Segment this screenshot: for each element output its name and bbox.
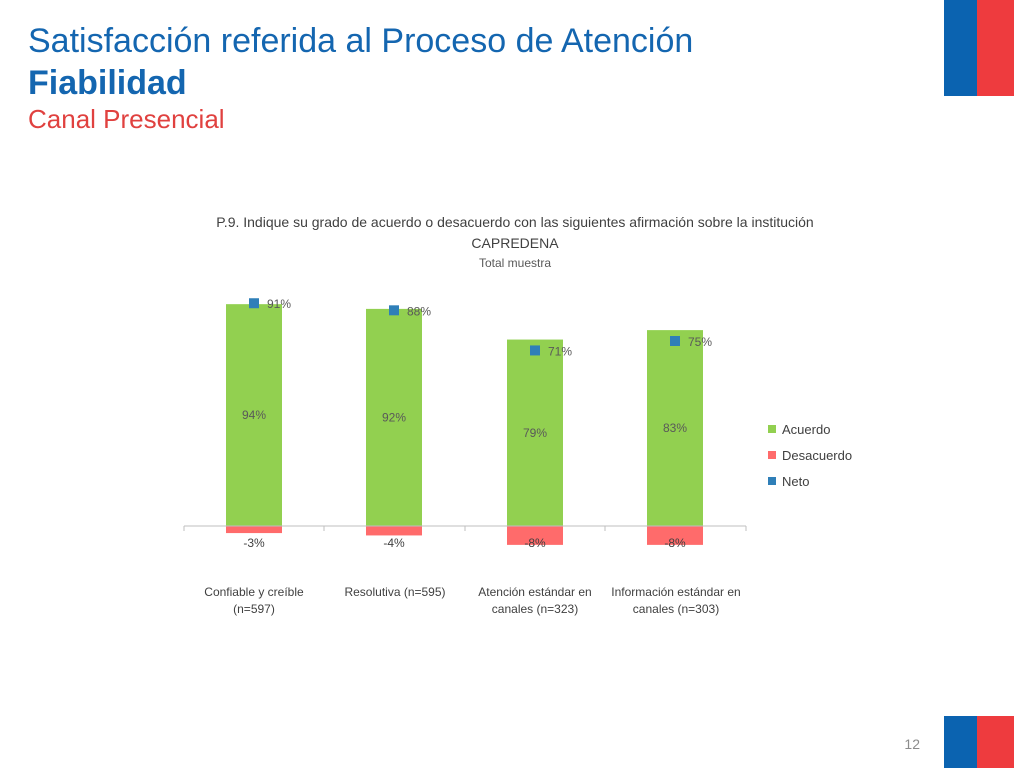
label-acuerdo: 92% [382,410,406,424]
slide-title: Satisfacción referida al Proceso de Aten… [28,22,694,60]
legend-swatch-acuerdo [768,425,776,433]
bar-desacuerdo [647,526,703,545]
chart-title: P.9. Indique su grado de acuerdo o desac… [216,214,814,251]
page-number: 12 [904,736,920,752]
marker-neto [389,305,399,316]
chart-legend: Acuerdo Desacuerdo Neto [768,416,852,494]
bar-desacuerdo [226,526,282,534]
label-neto: 88% [407,304,431,318]
label-acuerdo: 79% [523,426,547,440]
label-acuerdo: 94% [242,408,266,422]
category-label: Resolutiva (n=595) [344,585,446,599]
legend-item-desacuerdo: Desacuerdo [768,442,852,468]
label-neto: 91% [267,297,291,311]
label-neto: 71% [548,344,572,358]
marker-neto [530,345,540,356]
legend-swatch-neto [768,477,776,485]
category-label: Confiable y creíble (n=597) [204,585,304,616]
label-acuerdo: 83% [663,421,687,435]
category-label: Información estándar en canales (n=303) [611,585,741,616]
bar-desacuerdo [507,526,563,545]
bar-acuerdo [366,308,422,526]
flag-decoration-top [944,0,1014,96]
legend-label-desacuerdo: Desacuerdo [782,447,853,463]
label-desacuerdo: -3% [243,536,265,550]
label-neto: 75% [688,335,712,349]
legend-item-neto: Neto [768,468,852,494]
label-desacuerdo: -4% [383,536,405,550]
label-desacuerdo: -8% [664,536,686,550]
legend-label-neto: Neto [782,473,810,489]
category-label: Atención estándar en canales (n=323) [478,585,592,616]
marker-neto [249,298,259,309]
bar-acuerdo [647,330,703,526]
slide-subtitle: Fiabilidad [28,64,187,102]
bar-acuerdo [507,339,563,526]
legend-item-acuerdo: Acuerdo [768,416,852,442]
flag-decoration-bottom [944,716,1014,768]
bar-acuerdo [226,304,282,526]
bar-desacuerdo [366,526,422,536]
legend-label-acuerdo: Acuerdo [782,421,831,437]
marker-neto [670,336,680,346]
chart-subtitle: Total muestra [478,256,552,270]
label-desacuerdo: -8% [524,536,546,550]
legend-swatch-desacuerdo [768,451,776,459]
channel-label: Canal Presencial [28,104,225,134]
